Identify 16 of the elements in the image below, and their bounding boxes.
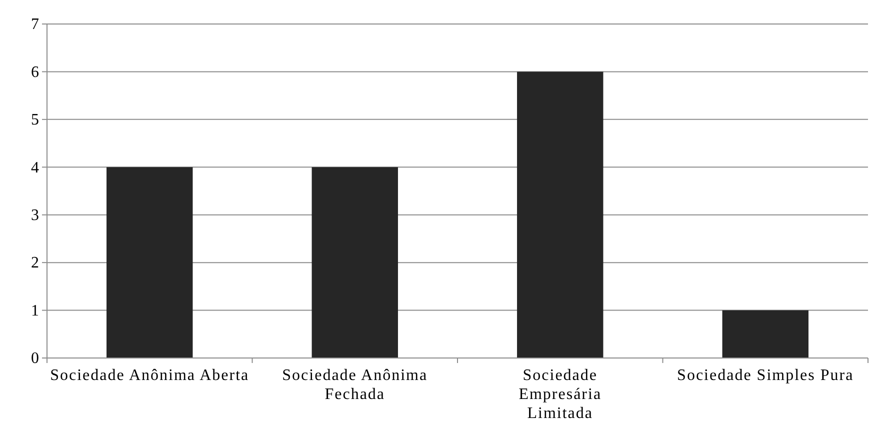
x-tick-label: Sociedade Empresária Limitada	[518, 367, 602, 422]
x-tick-label: Sociedade Simples Pura	[677, 367, 854, 384]
bar	[106, 167, 193, 358]
y-tick-label: 0	[31, 350, 39, 368]
y-tick-label: 4	[31, 159, 39, 176]
y-tick-label: 1	[31, 302, 39, 320]
bar	[517, 72, 604, 358]
bar	[312, 167, 398, 358]
y-tick-label: 3	[31, 206, 39, 224]
y-tick-label: 6	[31, 64, 39, 81]
x-tick-label: Sociedade Anônima Aberta	[50, 367, 250, 384]
y-tick-label: 2	[31, 254, 39, 272]
y-tick-label: 5	[31, 112, 39, 129]
x-tick-label: Sociedade Anônima Fechada	[282, 367, 428, 403]
bar	[722, 310, 808, 358]
y-tick-label: 7	[31, 16, 39, 34]
